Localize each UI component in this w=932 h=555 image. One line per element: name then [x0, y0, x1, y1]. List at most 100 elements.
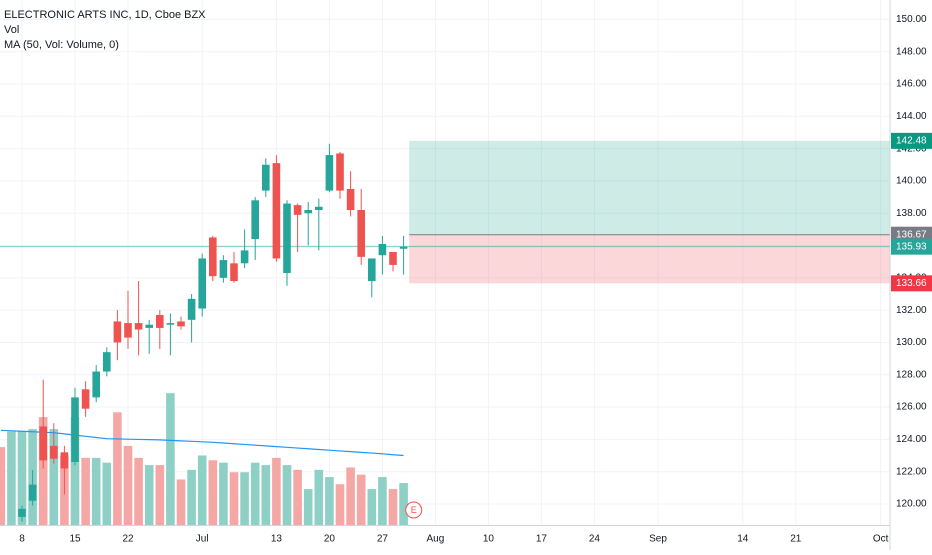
y-tick-label: 140.00: [896, 176, 927, 187]
y-tick-label: 132.00: [896, 305, 927, 316]
candle-body: [240, 250, 249, 264]
candle-body: [293, 205, 302, 215]
volume-bar: [208, 460, 218, 525]
candle-body: [346, 189, 355, 210]
earnings-marker: [405, 501, 423, 519]
y-tick-label: 150.00: [896, 14, 927, 25]
volume-bar: [166, 393, 175, 525]
x-tick-label: 10: [483, 534, 495, 545]
price-tag: [891, 132, 932, 149]
x-tick-label: Aug: [427, 534, 445, 545]
candle-body: [103, 352, 111, 372]
candle-body: [368, 258, 376, 282]
y-tick-label: 148.00: [896, 46, 927, 57]
y-tick-label: 128.00: [896, 369, 927, 380]
candle-body: [113, 321, 122, 343]
y-tick-label: 130.00: [896, 337, 927, 348]
volume-bar: [91, 457, 101, 525]
volume-bar: [399, 483, 408, 525]
legend-ma: MA (50, Vol: Volume, 0): [4, 39, 119, 51]
price-tag-label: 133.66: [896, 278, 927, 289]
volume-bar: [250, 462, 260, 525]
candle-body: [28, 484, 37, 501]
volume-bar: [346, 467, 355, 525]
x-tick-label: 24: [589, 534, 601, 545]
volume-bar: [335, 484, 345, 525]
candle-body: [272, 163, 281, 259]
volume-bar: [49, 429, 59, 525]
x-tick-label: Jul: [196, 534, 209, 545]
candle-body: [177, 321, 185, 327]
volume-bar: [197, 455, 207, 525]
volume-bar: [134, 457, 143, 525]
x-tick-label: Oct: [873, 534, 889, 545]
price-tag-label: 136.67: [896, 229, 927, 240]
candle-body: [156, 315, 164, 328]
axes: 120.00 122.00 124.00 126.00 128.00 130.00 132.…: [19, 14, 932, 545]
price-tag: [891, 238, 932, 255]
candle-body: [39, 426, 47, 461]
candle-body: [304, 210, 312, 214]
x-tick-label: 17: [536, 534, 548, 545]
candle-body: [198, 258, 206, 309]
volume-bar: [356, 474, 366, 525]
candle-body: [50, 445, 58, 459]
y-tick-label: 124.00: [896, 434, 927, 445]
volume-bar: [144, 465, 154, 525]
x-tick-label: 15: [69, 534, 81, 545]
x-tick-label: 8: [19, 534, 25, 545]
candle-body: [230, 263, 238, 282]
candle-body: [315, 206, 323, 210]
volume-bar: [7, 431, 16, 525]
y-tick-label: 146.00: [896, 79, 927, 90]
candle-body: [145, 324, 153, 328]
candle-body: [336, 153, 344, 191]
stop-zone: [409, 234, 890, 284]
price-tag-label: 142.48: [896, 136, 927, 147]
y-tick-label: 144.00: [896, 111, 927, 122]
candle-body: [18, 508, 26, 517]
x-tick-label: Sep: [649, 534, 667, 545]
candle-body: [325, 155, 334, 191]
volume-bar: [314, 469, 324, 525]
volume-bar: [261, 465, 271, 525]
candle-body: [134, 323, 143, 330]
x-tick-label: 14: [737, 534, 749, 545]
volume-bar: [113, 412, 122, 525]
candle-body: [399, 246, 408, 249]
volume-bar: [378, 477, 387, 525]
volume-bar: [70, 417, 80, 525]
volume-bar: [81, 457, 90, 525]
price-tag: [891, 275, 932, 292]
volume-bar: [176, 479, 186, 525]
volume-bar: [187, 469, 196, 525]
x-tick-label: 20: [324, 534, 336, 545]
legend-vol: Vol: [4, 24, 19, 36]
volume-bar: [272, 457, 281, 525]
volume-bar: [388, 489, 398, 525]
y-tick-label: 138.00: [896, 208, 927, 219]
x-tick-label: 13: [271, 534, 283, 545]
candle-body: [166, 323, 175, 325]
volume-bar: [17, 431, 27, 525]
volume-bar: [38, 417, 48, 525]
earnings-label: E: [411, 505, 417, 515]
candle-body: [92, 371, 100, 398]
y-tick-label: 122.00: [896, 466, 927, 477]
volume-bar: [229, 472, 239, 525]
candle-body: [378, 243, 387, 256]
candle-body: [60, 452, 69, 469]
volume-bar: [325, 477, 334, 525]
candle-body: [219, 260, 228, 278]
volume-bar: [282, 465, 292, 525]
candle-body: [187, 298, 196, 320]
volume-bar: [0, 447, 6, 525]
y-tick-label: 126.00: [896, 402, 927, 413]
volume-bar: [102, 462, 112, 525]
price-tag-label: 135.93: [896, 241, 927, 252]
volume-bar: [303, 489, 313, 525]
volume-bar: [293, 469, 302, 525]
candle-body: [283, 203, 291, 273]
candle-body: [262, 164, 270, 191]
